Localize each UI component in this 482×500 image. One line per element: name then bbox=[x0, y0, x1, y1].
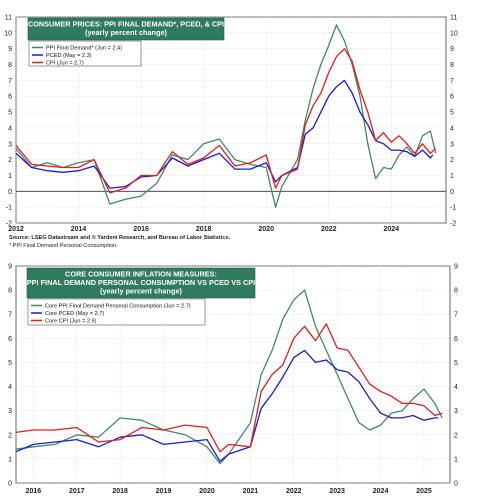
x-tick-label: 2024 bbox=[373, 488, 389, 495]
series-line-red bbox=[15, 48, 437, 194]
y-tick-label-right: 9 bbox=[454, 264, 458, 271]
series-line-green bbox=[15, 24, 437, 208]
x-tick-label: 2019 bbox=[156, 488, 172, 495]
y-tick-label-right: 0 bbox=[450, 189, 454, 196]
legend-label: Core CPI (Jun = 2.9) bbox=[45, 319, 97, 325]
x-tick-label: 2021 bbox=[243, 488, 259, 495]
legend-label: PPI Final Demand* (Jun = 2.4) bbox=[46, 46, 122, 52]
source-note: Source: LSEG Datastream and © Yardeni Re… bbox=[9, 234, 230, 241]
y-tick-label-left: -2 bbox=[6, 221, 12, 228]
y-tick-label-left: 9 bbox=[8, 46, 12, 53]
x-tick-label: 2023 bbox=[329, 488, 345, 495]
chart-title-box bbox=[26, 267, 256, 299]
x-tick-label: 2022 bbox=[321, 226, 337, 233]
y-tick-label-right: 7 bbox=[454, 312, 458, 319]
y-tick-label-right: 3 bbox=[454, 408, 458, 415]
y-tick-label-right: 5 bbox=[454, 360, 458, 367]
y-tick-label-left: 5 bbox=[8, 360, 12, 367]
y-tick-label-right: -2 bbox=[450, 221, 456, 228]
y-tick-label-right: 0 bbox=[454, 481, 458, 488]
x-tick-label: 2014 bbox=[71, 226, 87, 233]
y-tick-label-right: 3 bbox=[450, 141, 454, 148]
y-tick-label-right: 8 bbox=[450, 62, 454, 69]
y-tick-label-left: 10 bbox=[4, 30, 12, 37]
chart-title: CONSUMER PRICES: PPI FINAL DEMAND*, PCED… bbox=[28, 20, 224, 29]
y-tick-label-left: -1 bbox=[6, 205, 12, 212]
y-tick-label-right: 7 bbox=[450, 78, 454, 85]
y-tick-label-left: 1 bbox=[8, 456, 12, 463]
y-tick-label-left: 3 bbox=[8, 141, 12, 148]
y-tick-label-left: 7 bbox=[8, 312, 12, 319]
chart-subtitle: (yearly percent change) bbox=[85, 28, 167, 37]
y-tick-label-left: 5 bbox=[8, 110, 12, 117]
y-tick-label-left: 11 bbox=[5, 15, 12, 22]
y-tick-label-right: 8 bbox=[454, 288, 458, 295]
x-tick-label: 2020 bbox=[199, 488, 215, 495]
chart-title: CORE CONSUMER INFLATION MEASURES: bbox=[65, 270, 217, 279]
y-tick-label-left: 2 bbox=[8, 157, 12, 164]
chart-title: PPI FINAL DEMAND PERSONAL CONSUMPTION VS… bbox=[27, 278, 255, 287]
legend-box bbox=[28, 40, 142, 67]
x-tick-label: 2024 bbox=[383, 226, 399, 233]
y-tick-label-right: 2 bbox=[450, 157, 454, 164]
y-tick-label-right: 11 bbox=[450, 15, 457, 22]
series-line-blue bbox=[15, 349, 439, 462]
x-tick-label: 2025 bbox=[416, 488, 432, 495]
chart-2: 0 0 1 1 2 2 3 3 4 4 5 5 6 6 7 7 8 8 9 9 2016 2017 2018 2019 2020… bbox=[8, 264, 458, 496]
footnote: * PPI Final Demand Personal Consumption. bbox=[9, 243, 118, 249]
y-tick-label-left: 6 bbox=[8, 336, 12, 343]
chart-title-box bbox=[27, 17, 225, 41]
legend-label: Core PCED (May = 2.7) bbox=[45, 311, 104, 317]
y-tick-label-left: 7 bbox=[8, 78, 12, 85]
x-tick-label: 2018 bbox=[196, 226, 212, 233]
y-tick-label-right: 4 bbox=[450, 125, 454, 132]
y-tick-label-right: 10 bbox=[450, 30, 458, 37]
y-tick-label-left: 4 bbox=[8, 125, 12, 132]
y-tick-label-left: 0 bbox=[8, 481, 12, 488]
x-tick-label: 2017 bbox=[69, 488, 85, 495]
y-tick-label-right: 4 bbox=[454, 384, 458, 391]
y-tick-label-left: 2 bbox=[8, 432, 12, 439]
y-tick-label-left: 1 bbox=[8, 173, 12, 180]
y-tick-label-left: 9 bbox=[8, 264, 12, 271]
legend-label: CPI (Jun = 2.7) bbox=[46, 61, 84, 67]
chart-subtitle: (yearly percent change) bbox=[100, 287, 182, 296]
y-tick-label-right: -1 bbox=[450, 205, 456, 212]
series-line-blue bbox=[15, 79, 434, 189]
y-tick-label-right: 6 bbox=[454, 336, 458, 343]
x-tick-label: 2020 bbox=[258, 226, 274, 233]
y-tick-label-right: 1 bbox=[450, 173, 454, 180]
legend-label: Core PPI Final Demand Personal Consumpti… bbox=[45, 304, 191, 310]
y-tick-label-right: 9 bbox=[450, 46, 454, 53]
plot-frame bbox=[15, 265, 451, 484]
series-line-red bbox=[15, 323, 443, 453]
y-tick-label-left: 0 bbox=[8, 189, 12, 196]
y-tick-label-right: 1 bbox=[454, 456, 458, 463]
y-tick-label-left: 8 bbox=[8, 62, 12, 69]
x-tick-label: 2016 bbox=[26, 488, 42, 495]
series-line-green bbox=[15, 289, 443, 465]
legend-box bbox=[27, 298, 206, 326]
y-tick-label-right: 2 bbox=[454, 432, 458, 439]
x-tick-label: 2022 bbox=[286, 488, 302, 495]
x-tick-label: 2012 bbox=[8, 226, 24, 233]
y-tick-label-left: 6 bbox=[8, 94, 12, 101]
y-tick-label-right: 5 bbox=[450, 110, 454, 117]
x-tick-label: 2018 bbox=[112, 488, 128, 495]
y-tick-label-left: 8 bbox=[8, 288, 12, 295]
legend-label: PCED (May = 2.3) bbox=[46, 53, 92, 59]
y-tick-label-left: 4 bbox=[8, 384, 12, 391]
y-tick-label-right: 6 bbox=[450, 94, 454, 101]
x-tick-label: 2016 bbox=[133, 226, 149, 233]
y-tick-label-left: 3 bbox=[8, 408, 12, 415]
